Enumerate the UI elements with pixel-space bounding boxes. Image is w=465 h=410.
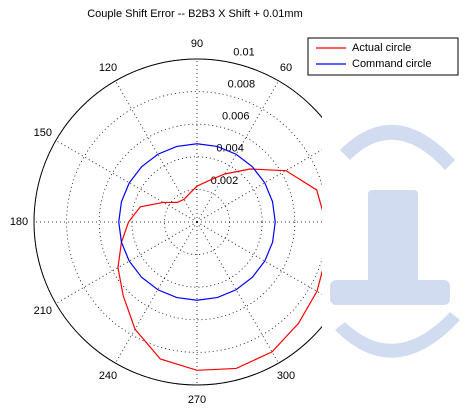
r-tick-label: 0.006 [222,111,250,123]
r-tick-label: 0.002 [211,175,239,187]
theta-tick-label: 150 [34,127,52,139]
theta-tick-label: 270 [188,394,206,406]
grid-spoke [56,141,197,223]
plot-area: 0.0020.0040.0060.0080.010306090120150180… [10,38,378,406]
r-tick-label: 0.004 [216,143,244,155]
theta-tick-label: 60 [280,62,292,74]
chart-title: Couple Shift Error -- B2B3 X Shift + 0.0… [87,8,303,20]
legend-label: Command circle [352,58,431,70]
theta-tick-label: 90 [191,38,203,50]
theta-tick-label: 180 [10,216,28,228]
series-line [118,169,326,370]
r-tick-label: 0.01 [233,46,254,58]
theta-tick-label: 330 [342,305,360,317]
grid-spoke [116,222,198,363]
grid-spoke [116,81,198,222]
theta-tick-label: 300 [277,370,295,382]
legend: Actual circle Command circle [308,38,458,75]
grid-spoke [197,222,279,363]
theta-tick-label: 210 [34,305,52,317]
theta-tick-label: 120 [99,62,117,74]
chart: Couple Shift Error -- B2B3 X Shift + 0.0… [0,0,465,410]
legend-label: Actual circle [352,42,411,54]
r-tick-label: 0.008 [228,78,256,90]
theta-tick-label: 240 [99,370,117,382]
watermark [330,125,460,358]
grid-spoke [56,222,197,304]
